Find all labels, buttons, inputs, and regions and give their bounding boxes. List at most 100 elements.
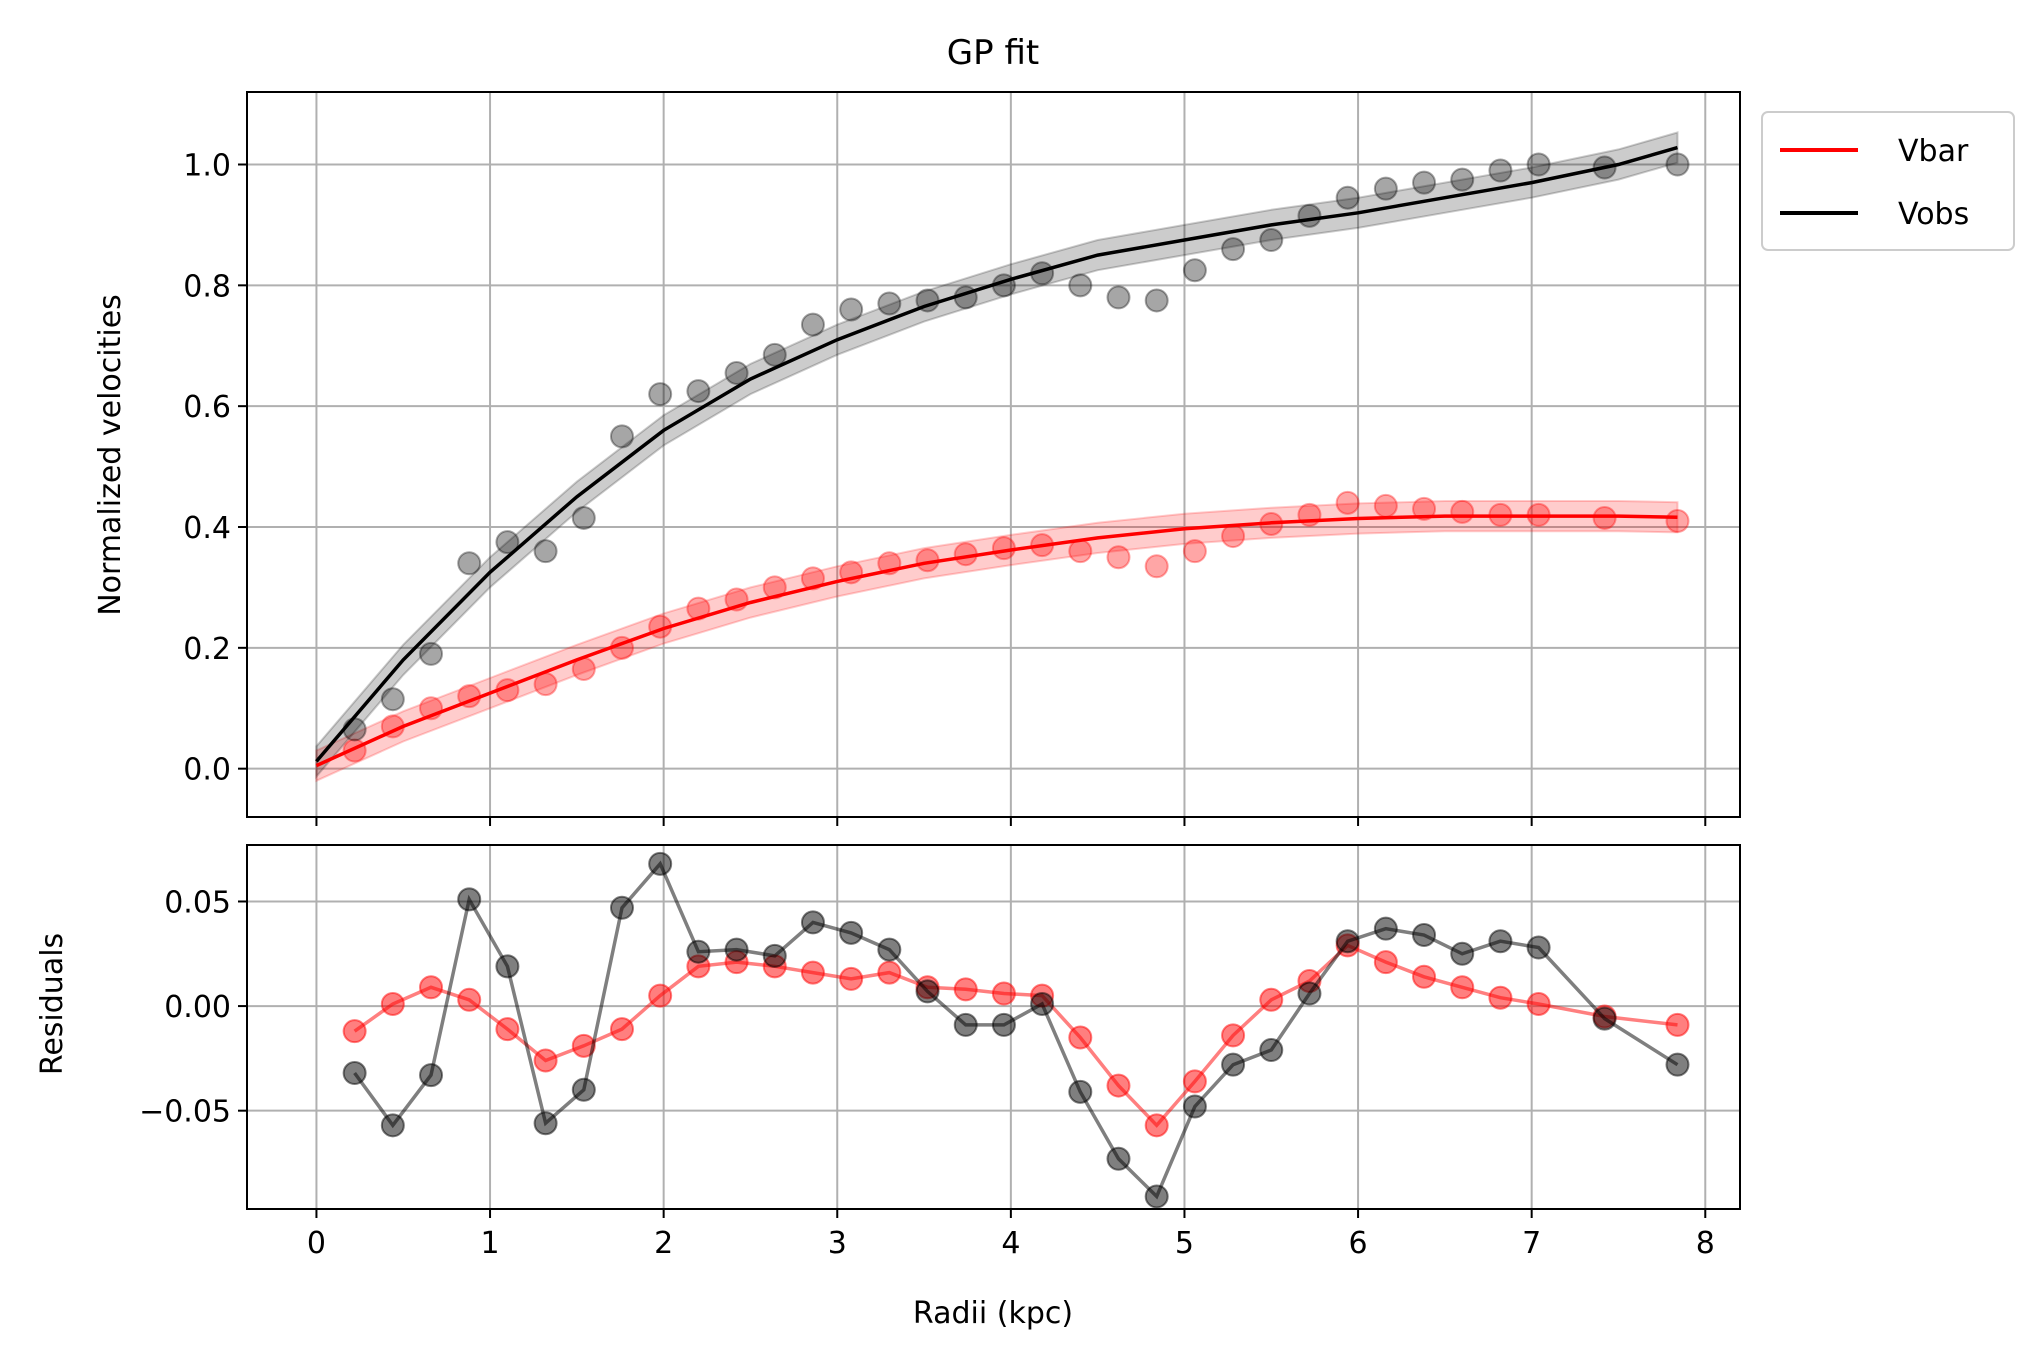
vbar-observed-point — [1412, 496, 1437, 521]
vbar-observed-point — [1450, 499, 1475, 524]
vobs-residual-point — [648, 851, 673, 876]
bottom-y-tick-label: 0.00 — [164, 990, 231, 1025]
vbar-residual-point — [1373, 950, 1398, 975]
vbar-residual-point — [839, 966, 864, 991]
vbar-observed-point — [800, 566, 825, 591]
vobs-observed-point — [1297, 203, 1322, 228]
vbar-residual-point — [1106, 1073, 1131, 1098]
vobs-observed-point — [1335, 185, 1360, 210]
vobs-observed-point — [686, 379, 711, 404]
vobs-residual-point — [1665, 1052, 1690, 1077]
vobs-observed-point — [342, 717, 367, 742]
legend: Vbar Vobs — [1761, 111, 2015, 251]
vobs-fit-line — [315, 145, 1678, 763]
vbar-residual-point — [1488, 985, 1513, 1010]
vbar-observed-point — [1068, 539, 1093, 564]
vobs-residual-point — [419, 1063, 444, 1088]
vobs-residual-point — [1526, 935, 1551, 960]
legend-label-vobs: Vobs — [1898, 197, 1969, 232]
vbar-observed-point — [1592, 505, 1617, 530]
vobs-residual-point — [1259, 1038, 1284, 1063]
vobs-residual-point — [1412, 922, 1437, 947]
vbar-residual-point — [1221, 1023, 1246, 1048]
top-y-ticks: 0.0 0.2 0.4 0.6 0.8 1.0 — [183, 149, 247, 788]
vobs-residual-line — [353, 860, 1679, 1200]
bottom-x-tick-label: 5 — [1175, 1226, 1194, 1261]
bottom-grid — [247, 845, 1740, 1209]
vobs-observed-point — [762, 342, 787, 367]
vobs-observed-point — [571, 505, 596, 530]
top-y-tick-label: 1.0 — [183, 149, 231, 184]
vbar-fit-line — [315, 514, 1678, 768]
vbar-residual-point — [1665, 1012, 1690, 1037]
vbar-confidence-band — [315, 500, 1679, 783]
vbar-observed-point — [762, 575, 787, 600]
vobs-residual-point — [1106, 1146, 1131, 1171]
vobs-residual-point — [1335, 929, 1360, 954]
vobs-observed-point — [419, 641, 444, 666]
bottom-x-tick-label: 7 — [1522, 1226, 1541, 1261]
chart-title: GP fit — [947, 33, 1039, 73]
top-y-tick-label: 0.6 — [183, 390, 231, 425]
vobs-residual-point — [1488, 929, 1513, 954]
vobs-observed-point — [1526, 152, 1551, 177]
vbar-residual-point — [457, 987, 482, 1012]
vbar-observed-point — [1665, 508, 1690, 533]
vobs-observed-point — [457, 551, 482, 576]
vobs-residual-point — [609, 895, 634, 920]
vobs-residual-point — [1068, 1079, 1093, 1104]
vbar-residual-point — [1259, 987, 1284, 1012]
vbar-residual-point — [1182, 1069, 1207, 1094]
vbar-observed-point — [1335, 490, 1360, 515]
vobs-observed-point — [1259, 228, 1284, 253]
vobs-residual-point — [571, 1077, 596, 1102]
vobs-observed-point — [1373, 176, 1398, 201]
vbar-residual-point — [609, 1017, 634, 1042]
vbar-residual-point — [648, 983, 673, 1008]
vbar-residual-point — [800, 960, 825, 985]
vobs-residual-point — [457, 887, 482, 912]
top-fit-lines — [315, 145, 1678, 768]
vobs-residual-point — [839, 920, 864, 945]
vobs-observed-point — [380, 687, 405, 712]
bottom-y-axis-label: Residuals — [35, 933, 70, 1075]
top-y-tick-label: 0.2 — [183, 632, 231, 667]
vobs-observed-point — [1450, 167, 1475, 192]
vbar-residual-point — [1412, 964, 1437, 989]
vobs-residual-point — [342, 1061, 367, 1086]
vobs-residual-point — [533, 1111, 558, 1136]
bottom-y-tick-label: −0.05 — [139, 1095, 231, 1130]
vobs-residual-point — [1221, 1052, 1246, 1077]
vobs-observed-point — [724, 360, 749, 385]
top-y-tick-label: 0.8 — [183, 269, 231, 304]
vobs-observed-point — [1068, 273, 1093, 298]
vobs-residual-point — [686, 939, 711, 964]
vobs-residual-point — [800, 910, 825, 935]
bottom-x-tick-label: 2 — [654, 1226, 673, 1261]
residuals-panel: 0 1 2 3 4 5 6 7 8 0.05 0.00 −0.05 Radii (kpc) Resi… — [35, 844, 1741, 1331]
top-axes-frame — [246, 91, 1741, 818]
vobs-residual-point — [915, 979, 940, 1004]
vobs-observed-point — [1221, 237, 1246, 262]
vobs-observed-point — [1106, 285, 1131, 310]
vobs-observed-point — [533, 539, 558, 564]
vbar-residual-line — [353, 943, 1678, 1128]
bottom-x-tick-label: 1 — [480, 1226, 499, 1261]
vobs-observed-point — [1182, 258, 1207, 283]
x-axis-label: Radii (kpc) — [913, 1296, 1073, 1331]
top-y-tick-label: 0.4 — [183, 511, 231, 546]
vbar-residual-point — [1144, 1113, 1169, 1138]
vobs-residual-point — [991, 1012, 1016, 1037]
vbar-residual-point — [533, 1048, 558, 1073]
vobs-residual-point — [380, 1113, 405, 1138]
bottom-x-tick-label: 8 — [1696, 1226, 1715, 1261]
vobs-residual-point — [495, 954, 520, 979]
vbar-residual-point — [953, 977, 978, 1002]
vbar-residual-point — [991, 981, 1016, 1006]
vbar-residual-point — [495, 1017, 520, 1042]
bottom-x-tick-label: 4 — [1001, 1226, 1020, 1261]
vbar-observed-point — [1182, 539, 1207, 564]
vobs-confidence-band — [315, 131, 1679, 780]
vobs-observed-point — [1488, 158, 1513, 183]
